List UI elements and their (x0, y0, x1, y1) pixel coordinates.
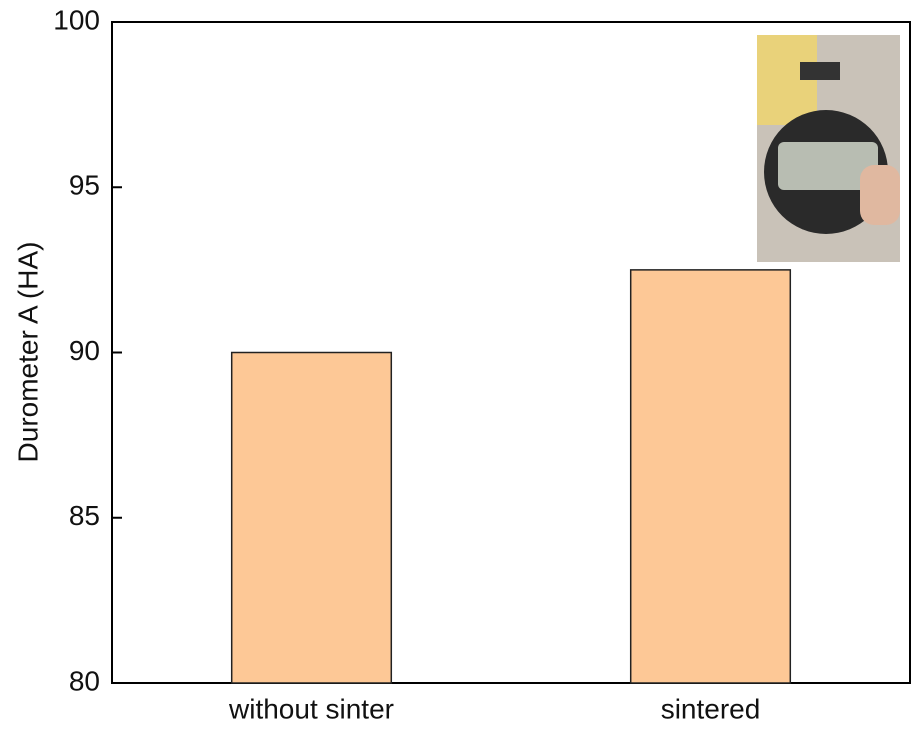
y-tick-label: 90 (69, 335, 100, 366)
x-tick-label: without sinter (228, 693, 394, 724)
y-tick-label: 85 (69, 500, 100, 531)
x-tick-label: sintered (661, 693, 761, 724)
y-tick-label: 80 (69, 665, 100, 696)
chart: Durometer A (HA) 80 85 90 95 100 without sint… (0, 0, 913, 728)
y-tick-label: 100 (53, 4, 100, 35)
bar (631, 270, 791, 683)
y-axis-label: Durometer A (HA) (12, 242, 43, 463)
inset-photo (757, 35, 900, 262)
y-tick-label: 95 (69, 170, 100, 201)
bar (232, 353, 392, 684)
